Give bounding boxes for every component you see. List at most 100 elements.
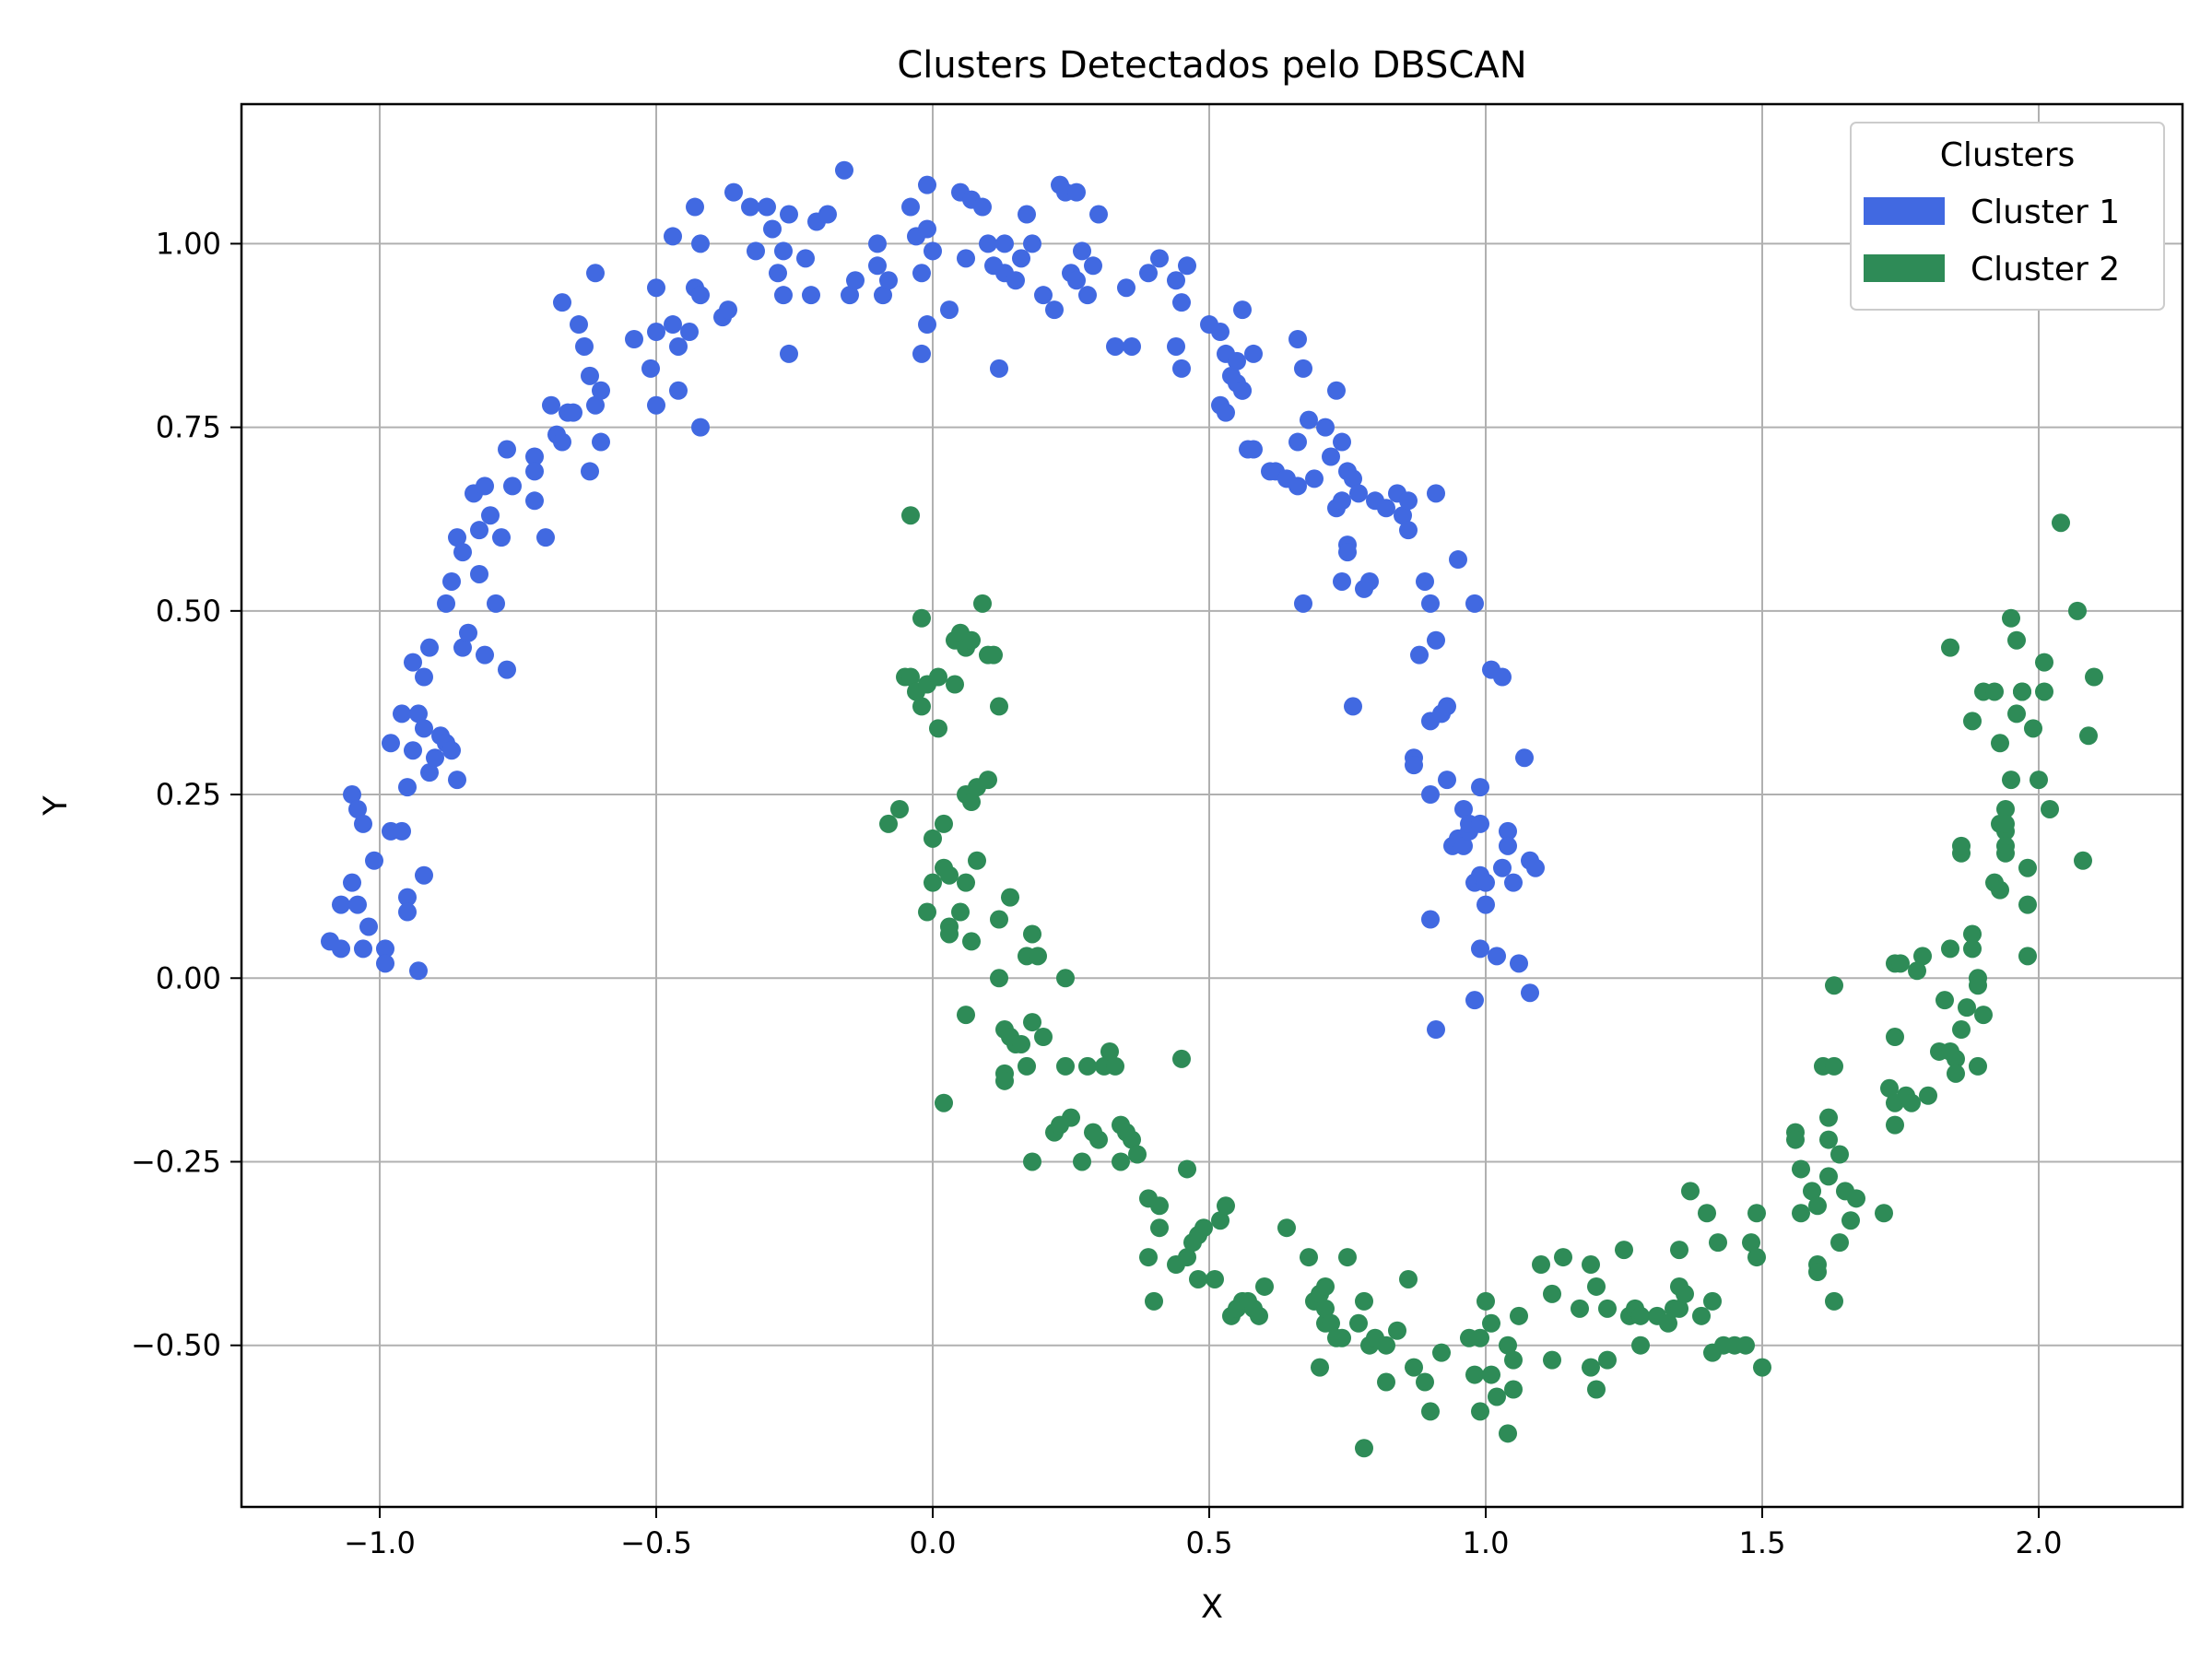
data-point xyxy=(1493,667,1512,687)
data-point xyxy=(1250,1306,1268,1325)
data-point xyxy=(453,638,472,657)
legend-title: Clusters xyxy=(1940,136,2076,174)
data-point xyxy=(1543,1350,1561,1370)
data-point xyxy=(1344,469,1362,488)
data-point xyxy=(1023,924,1041,944)
data-point xyxy=(2041,799,2059,818)
data-point xyxy=(581,366,599,385)
data-point xyxy=(1089,1130,1108,1149)
data-point xyxy=(1117,278,1135,298)
data-point xyxy=(641,359,660,378)
data-point xyxy=(780,344,798,363)
data-point xyxy=(1012,1034,1030,1053)
data-point xyxy=(1587,1380,1606,1399)
data-point xyxy=(343,785,361,805)
data-point xyxy=(879,271,898,290)
data-point xyxy=(1288,477,1307,496)
data-point xyxy=(990,910,1008,929)
data-point xyxy=(2002,608,2020,628)
data-point xyxy=(398,888,417,907)
data-point xyxy=(1067,271,1086,290)
data-point xyxy=(901,667,920,687)
data-point xyxy=(398,902,417,922)
data-point xyxy=(868,234,887,253)
data-point xyxy=(542,395,560,415)
data-point xyxy=(1886,1028,1904,1047)
data-point xyxy=(1477,895,1495,914)
data-point xyxy=(691,418,710,437)
x-axis-label: X xyxy=(1201,1589,1223,1626)
data-point xyxy=(1941,638,1959,657)
data-point xyxy=(968,851,986,870)
data-point xyxy=(962,630,981,650)
data-point xyxy=(1803,1182,1821,1201)
data-point xyxy=(984,645,1003,665)
data-point xyxy=(841,286,859,305)
data-point xyxy=(973,197,992,217)
data-point xyxy=(1499,1335,1517,1355)
data-point xyxy=(747,241,765,261)
data-point xyxy=(719,300,737,320)
data-point xyxy=(1913,947,1932,966)
data-point xyxy=(1963,924,1982,944)
data-point xyxy=(1841,1211,1860,1230)
data-point xyxy=(1178,1248,1196,1267)
data-point xyxy=(1128,1145,1147,1164)
data-point xyxy=(592,381,610,400)
data-point xyxy=(924,873,942,892)
data-point xyxy=(1676,1284,1694,1303)
data-point xyxy=(1288,329,1307,348)
data-point xyxy=(1996,814,2015,833)
data-point xyxy=(332,895,350,914)
data-point xyxy=(1311,1358,1329,1377)
data-point xyxy=(990,359,1008,378)
data-point xyxy=(818,205,837,224)
x-tick-label: 0.5 xyxy=(1186,1525,1233,1560)
data-point xyxy=(874,286,892,305)
data-point xyxy=(1001,888,1019,907)
data-point xyxy=(1438,771,1456,790)
data-point xyxy=(763,219,782,239)
data-point xyxy=(1018,1056,1036,1076)
data-point xyxy=(940,865,959,885)
data-point xyxy=(453,543,472,562)
data-point xyxy=(398,778,417,797)
data-point xyxy=(2002,771,2020,790)
data-point xyxy=(1360,571,1379,591)
data-point xyxy=(1377,1335,1395,1355)
data-point xyxy=(1488,1387,1506,1406)
data-point xyxy=(1244,344,1263,363)
data-point xyxy=(492,528,511,547)
data-point xyxy=(1919,1086,1937,1105)
data-point xyxy=(1399,1269,1418,1288)
data-point xyxy=(1106,336,1124,356)
y-tick-label: 0.25 xyxy=(156,777,221,812)
data-point xyxy=(1825,1056,1843,1076)
x-tick-label: 1.5 xyxy=(1739,1525,1786,1560)
data-point xyxy=(2018,947,2037,966)
data-point xyxy=(354,814,372,833)
data-point xyxy=(929,667,947,687)
data-point xyxy=(1631,1306,1650,1325)
data-point xyxy=(2068,601,2087,620)
x-tick-label: −0.5 xyxy=(620,1525,692,1560)
data-point xyxy=(962,793,981,812)
data-point xyxy=(1471,1328,1489,1347)
data-point xyxy=(525,462,544,481)
data-point xyxy=(426,748,444,768)
data-point xyxy=(1078,286,1097,305)
data-point xyxy=(393,704,411,724)
data-point xyxy=(1421,594,1440,613)
x-tick-label: 0.0 xyxy=(910,1525,957,1560)
data-point xyxy=(365,851,383,870)
data-point xyxy=(1830,1145,1849,1164)
y-axis-label: Y xyxy=(38,795,75,817)
data-point xyxy=(691,286,710,305)
data-point xyxy=(946,675,964,694)
data-point xyxy=(476,645,494,665)
data-point xyxy=(796,249,815,268)
data-point xyxy=(1969,1056,1987,1076)
data-point xyxy=(1333,491,1351,511)
data-point xyxy=(912,608,931,628)
data-point xyxy=(2085,667,2103,687)
